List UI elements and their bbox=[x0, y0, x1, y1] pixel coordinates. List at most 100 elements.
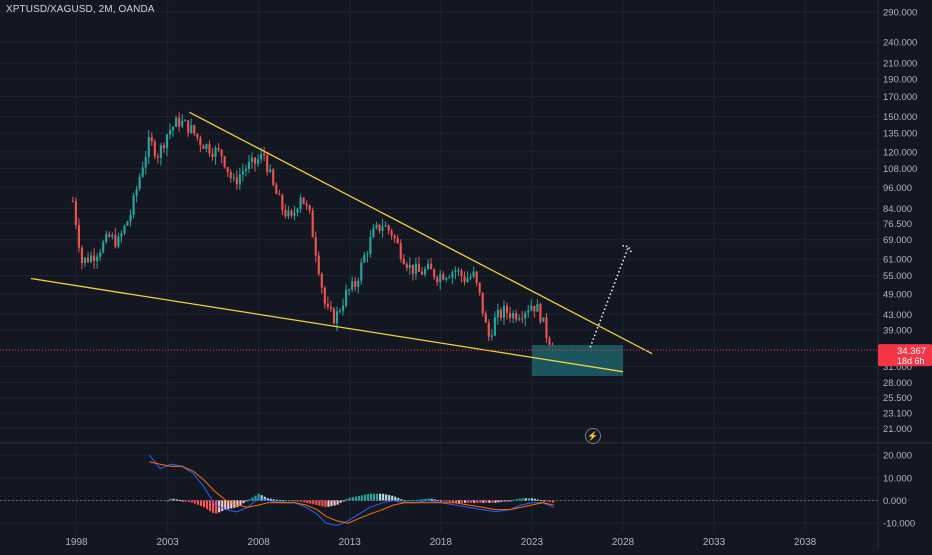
macd-histogram-bar bbox=[348, 497, 351, 501]
candle bbox=[508, 313, 512, 318]
candle bbox=[281, 194, 284, 211]
candle bbox=[114, 235, 117, 247]
candle bbox=[296, 208, 299, 213]
macd-histogram-bar bbox=[424, 498, 427, 501]
candle bbox=[168, 130, 172, 135]
macd-histogram-bar bbox=[470, 500, 473, 503]
macd-histogram-bar bbox=[366, 494, 370, 501]
macd-histogram-bar bbox=[442, 500, 445, 502]
macd-histogram-bar bbox=[309, 500, 312, 504]
candle bbox=[515, 313, 518, 320]
candle bbox=[229, 172, 232, 179]
candle bbox=[475, 271, 478, 283]
macd-histogram-bar bbox=[184, 500, 187, 502]
candle bbox=[199, 137, 202, 146]
candle bbox=[354, 281, 357, 287]
candle bbox=[74, 201, 77, 226]
x-tick-label: 2013 bbox=[339, 537, 362, 548]
candle bbox=[524, 312, 527, 319]
macd-histogram-bar bbox=[436, 499, 439, 501]
candle bbox=[275, 184, 278, 194]
candle bbox=[463, 276, 466, 283]
candle bbox=[129, 214, 132, 222]
candle bbox=[393, 235, 396, 239]
candle bbox=[105, 234, 108, 242]
candle bbox=[378, 224, 381, 231]
candle bbox=[284, 210, 287, 217]
macd-histogram-bar bbox=[464, 500, 467, 503]
time-axis: 1998 2003 2008 2013 2018 2023 2028 2033 2038 bbox=[65, 537, 816, 548]
candle bbox=[469, 276, 472, 279]
macd-histogram-bar bbox=[363, 494, 366, 501]
candle bbox=[512, 313, 515, 318]
candle bbox=[351, 281, 354, 290]
macd-histogram-bar bbox=[491, 500, 494, 503]
candle bbox=[150, 137, 153, 142]
candle bbox=[96, 256, 99, 261]
macd-histogram-bar bbox=[312, 500, 315, 505]
candle bbox=[335, 311, 339, 324]
macd-pane bbox=[0, 454, 878, 527]
macd-histogram-bar bbox=[530, 498, 533, 501]
candles bbox=[71, 112, 554, 354]
candle bbox=[71, 201, 74, 203]
candle bbox=[499, 309, 502, 318]
candle bbox=[326, 303, 329, 308]
candle bbox=[232, 177, 235, 179]
macd-histogram-bar bbox=[454, 500, 458, 503]
candle bbox=[86, 257, 90, 262]
macd-histogram-bar bbox=[400, 499, 403, 501]
candle bbox=[287, 210, 290, 217]
macd-histogram-bar bbox=[494, 500, 497, 503]
macd-histogram-bar bbox=[497, 500, 500, 503]
candle bbox=[363, 255, 366, 263]
candle bbox=[144, 156, 147, 168]
macd-histogram-bar bbox=[321, 500, 324, 507]
candle bbox=[175, 117, 178, 127]
macd-y-tick-label: 10.000 bbox=[883, 473, 912, 484]
macd-histogram-bar bbox=[318, 500, 321, 506]
candle bbox=[135, 189, 138, 196]
y-tick-label: 61.000 bbox=[883, 255, 912, 266]
macd-histogram-bar bbox=[515, 499, 518, 501]
macd-histogram-bar bbox=[339, 500, 342, 503]
macd-histogram-bar bbox=[209, 500, 212, 512]
y-tick-label: 39.000 bbox=[883, 326, 912, 337]
y-tick-label: 84.000 bbox=[883, 204, 912, 215]
candle bbox=[165, 134, 169, 149]
lightning-icon[interactable]: ⚡ bbox=[585, 428, 601, 444]
candle bbox=[390, 230, 393, 236]
candle bbox=[360, 262, 363, 281]
macd-histogram-bar bbox=[461, 500, 464, 503]
candle bbox=[478, 282, 481, 293]
candle bbox=[457, 270, 460, 272]
candle bbox=[193, 125, 196, 134]
candle bbox=[190, 125, 193, 133]
candle bbox=[345, 289, 348, 306]
macd-histogram-bar bbox=[451, 500, 455, 503]
last-price-label: 34.367 bbox=[897, 346, 926, 357]
candle bbox=[141, 167, 144, 177]
candle bbox=[256, 159, 260, 164]
macd-histogram-bar bbox=[509, 500, 512, 502]
macd-histogram-bar bbox=[294, 500, 297, 502]
y-tick-label: 210.000 bbox=[883, 59, 917, 70]
y-tick-label: 120.000 bbox=[883, 147, 917, 158]
macd-histogram-bar bbox=[199, 500, 203, 507]
candle bbox=[375, 224, 378, 228]
macd-histogram-bar bbox=[503, 500, 506, 502]
y-tick-label: 23.100 bbox=[883, 409, 912, 420]
macd-histogram-bar bbox=[221, 500, 224, 512]
candle bbox=[235, 177, 238, 185]
candle bbox=[159, 145, 162, 158]
candle bbox=[247, 161, 251, 169]
candle bbox=[460, 270, 463, 277]
candle bbox=[411, 264, 414, 274]
candle bbox=[533, 305, 536, 312]
macd-histogram-bar bbox=[272, 499, 275, 501]
macd-histogram-bar bbox=[266, 498, 269, 501]
macd-histogram-bar bbox=[427, 498, 430, 501]
y-tick-label: 108.000 bbox=[883, 164, 917, 175]
